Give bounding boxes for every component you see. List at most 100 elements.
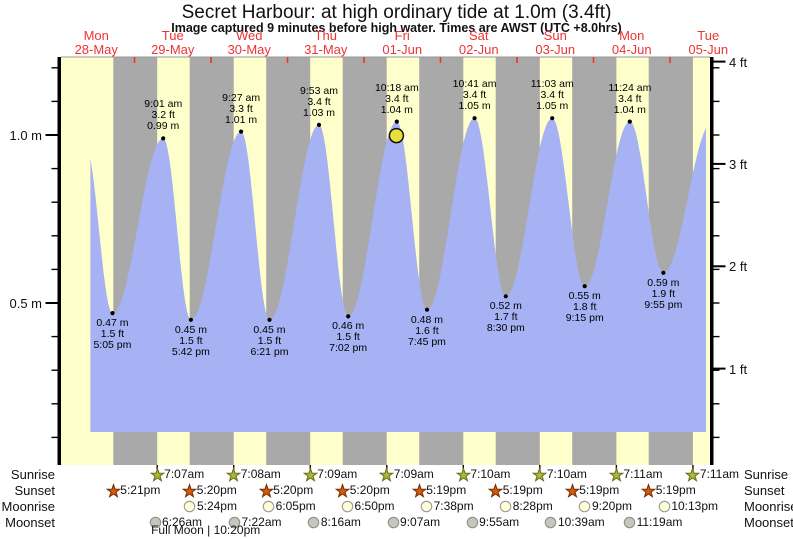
page-title: Secret Harbour: at high ordinary tide at… [181, 2, 612, 23]
moonset-icon [386, 515, 401, 530]
high-tide-label: 11:03 am 3.4 ft 1.05 m [510, 79, 594, 112]
high-tide-m: 1.05 m [536, 100, 569, 113]
tide-point-dot [394, 119, 399, 124]
low-tide-label: 0.46 m 1.5 ft 7:02 pm [306, 321, 390, 354]
astro-row-sunset: Sunset Sunset 5:21pm 5:20pm 5:20pm 5:20pm 5:19… [0, 482, 793, 499]
low-tide-ft: 1.5 ft [179, 334, 203, 347]
low-tide-ft: 1.5 ft [100, 328, 125, 341]
moonset-time: 8:16am [320, 515, 361, 529]
high-tide-label: 9:27 am 3.3 ft 1.01 m [199, 91, 283, 126]
low-tide-ft: 1.5 ft [336, 331, 360, 344]
tide-point-dot [316, 122, 322, 127]
current-time-marker [388, 127, 405, 144]
low-tide-label: 0.47 m 1.5 ft 5:05 pm [70, 318, 154, 351]
tide-point-dot [188, 317, 193, 322]
full-moon-text: Full Moon [151, 523, 204, 537]
high-tide-ft: 3.2 ft [151, 109, 175, 122]
low-tide-label: 0.45 m 1.5 ft 6:21 pm [227, 323, 311, 358]
low-tide-m: 0.47 m [96, 317, 129, 330]
sunrise-time: 7:08am [240, 467, 281, 481]
high-tide-time: 9:27 am [222, 91, 261, 104]
sunrise-icon [302, 466, 319, 483]
tide-point-dot [503, 294, 508, 299]
sunset-icon [411, 482, 428, 499]
tide-point-dot [239, 129, 244, 134]
low-tide-m: 0.45 m [174, 323, 207, 336]
moonrise-time: 6:50pm [354, 499, 395, 513]
sunset-time: 5:19pm [655, 483, 696, 497]
high-tide-ft: 3.4 ft [618, 92, 642, 105]
low-tide-label: 0.48 m 1.6 ft 7:45 pm [385, 314, 469, 348]
sunrise-time: 7:11am [623, 467, 663, 481]
moonrise-icon [182, 499, 197, 514]
sunrise-time: 7:10am [546, 467, 587, 481]
high-tide-m: 1.04 m [380, 103, 413, 116]
low-tide-time: 5:05 pm [93, 339, 132, 352]
day-name: Sat [468, 28, 489, 43]
high-tide-time: 9:01 am [144, 98, 183, 111]
day-name: Thu [314, 28, 337, 43]
sunset-time: 5:19pm [579, 483, 620, 497]
day-label: Wed 30-May [211, 29, 287, 56]
moonrise-row-label-right: Moonrise [744, 499, 793, 514]
high-tide-m: 1.05 m [458, 100, 491, 113]
sunset-time: 5:21pm [120, 483, 161, 497]
high-tide-time: 10:41 am [452, 78, 497, 91]
sunset-time: 5:20pm [349, 483, 390, 497]
day-name: Wed [236, 28, 263, 43]
day-name: Fri [394, 28, 410, 43]
tide-point-dot [550, 116, 555, 121]
high-tide-time: 10:18 am [374, 81, 419, 94]
high-tide-ft: 3.4 ft [540, 89, 564, 102]
day-label: Mon 28-May [58, 29, 134, 56]
low-tide-time: 9:55 pm [644, 298, 683, 311]
astro-row-moonrise: Moonrise Moonrise 5:24pm 6:05pm 6:50pm 7:38pm… [0, 498, 793, 514]
moonset-icon [148, 515, 163, 530]
sunset-icon [181, 482, 198, 499]
sunrise-row-label-left: Sunrise [10, 467, 55, 482]
low-tide-label: 0.55 m 1.8 ft 9:15 pm [543, 291, 627, 324]
right-axis-label: 2 ft [729, 259, 748, 275]
moonset-icon [543, 515, 558, 530]
sunrise-icon [608, 466, 625, 483]
day-name: Tue [697, 28, 720, 43]
high-tide-label: 10:18 am 3.4 ft 1.04 m [355, 81, 439, 116]
moonset-icon [622, 515, 637, 530]
left-axis-label: 0.5 m [9, 296, 42, 311]
low-tide-time: 6:21 pm [250, 345, 289, 358]
day-date: 28-May [74, 41, 118, 57]
low-tide-m: 0.46 m [332, 320, 365, 333]
moonset-time: 7:22am [241, 515, 282, 529]
day-name: Mon [619, 28, 645, 43]
sunset-icon [334, 482, 351, 499]
day-label: Sat 02-Jun [441, 29, 517, 56]
low-tide-m: 0.55 m [568, 290, 601, 303]
sunrise-time: 7:10am [470, 467, 511, 481]
sunrise-icon [225, 466, 242, 483]
low-tide-time: 7:02 pm [329, 342, 368, 355]
moonrise-row-label-left: Moonrise [1, 499, 55, 514]
high-tide-label: 9:01 am 3.2 ft 0.99 m [121, 99, 205, 132]
moonset-time: 11:19am [636, 515, 683, 529]
sunrise-icon [378, 466, 395, 483]
sunrise-time: 7:07am [164, 467, 205, 481]
low-tide-m: 0.45 m [253, 323, 286, 336]
low-tide-label: 0.45 m 1.5 ft 5:42 pm [149, 323, 233, 358]
sunset-row-label-right: Sunset [744, 483, 785, 498]
right-axis [710, 57, 714, 465]
astro-row-moonset: Moonset Moonset 6:26am 7:22am 8:16am 9:07am 9:… [0, 514, 793, 530]
full-moon-time: 10:20pm [213, 523, 261, 537]
high-tide-m: 1.04 m [613, 103, 646, 116]
high-tide-ft: 3.4 ft [385, 92, 409, 105]
full-moon-label: Full Moon | 10:20pm [126, 523, 286, 537]
moonrise-icon [340, 499, 355, 514]
moonrise-time: 8:28pm [512, 499, 553, 513]
sunrise-icon [149, 466, 166, 483]
sunrise-time: 7:11am [699, 467, 740, 481]
tide-point-dot [161, 136, 166, 141]
sunrise-icon [684, 466, 701, 483]
low-tide-m: 0.59 m [647, 276, 680, 289]
